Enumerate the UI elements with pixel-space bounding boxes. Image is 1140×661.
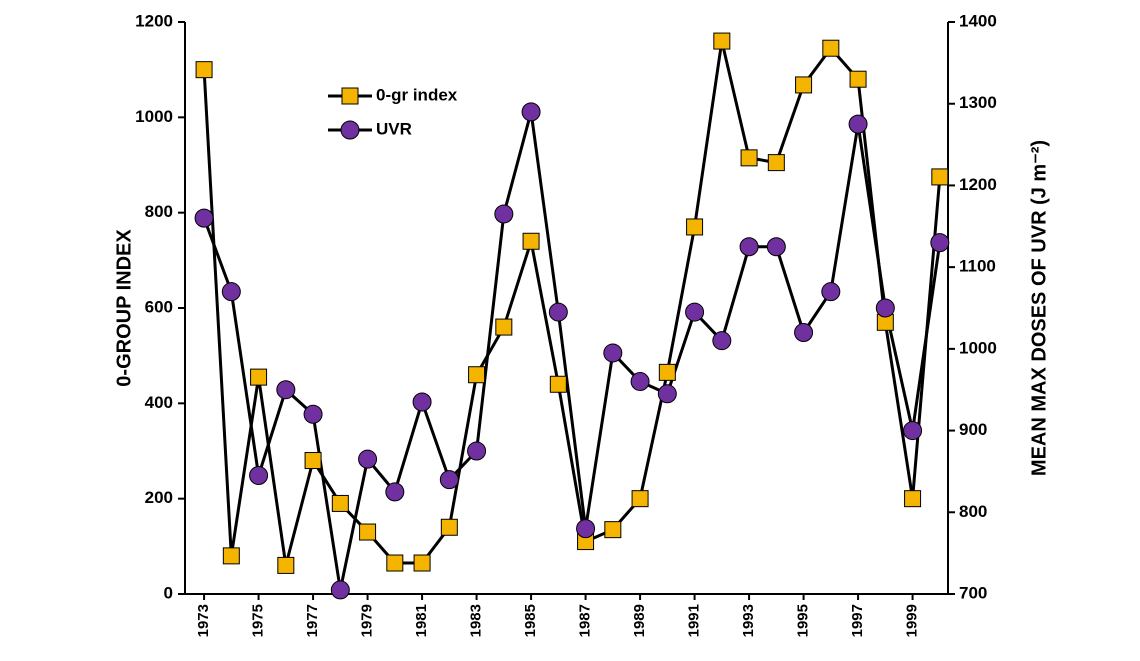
y2-tick-label: 1300 [959,93,997,112]
circle-marker [576,519,596,539]
square-marker [822,39,840,57]
square-marker [713,32,731,50]
square-marker [767,154,785,172]
square-marker [549,375,567,393]
circle-marker [930,233,950,253]
x-tick-label: 1987 [577,604,594,637]
y2-tick-label: 1200 [959,175,997,194]
x-tick-label: 1983 [468,604,485,637]
circle-marker [548,302,568,322]
y-tick-label: 800 [145,202,173,221]
square-marker [604,521,622,539]
circle-marker [340,120,360,140]
series-line [202,111,942,591]
x-tick-label: 1989 [631,604,648,637]
square-marker [440,518,458,536]
square-marker [195,61,213,79]
circle-marker [194,208,214,228]
square-marker [413,554,431,572]
square-marker [222,547,240,565]
circle-marker [221,282,241,302]
circle-marker [303,404,323,424]
y-tick-label: 400 [145,393,173,412]
circle-marker [385,482,405,502]
square-marker [904,490,922,508]
circle-marker [412,392,432,412]
x-tick-label: 1993 [740,604,757,637]
square-marker [495,318,513,336]
square-marker [386,554,404,572]
square-marker [686,218,704,236]
y2-tick-label: 1100 [959,257,996,276]
legend-label: 0-gr index [376,85,458,104]
series-line [202,40,942,566]
x-tick-label: 1975 [250,604,267,637]
square-marker [250,368,268,386]
y2-tick-label: 700 [959,583,987,602]
y2-tick-label: 1400 [959,11,997,30]
circle-marker [603,343,623,363]
square-marker [631,490,649,508]
square-marker [849,70,867,88]
x-tick-label: 1995 [795,604,812,637]
x-tick-label: 1997 [849,604,866,637]
circle-marker [903,421,923,441]
square-marker [468,366,486,384]
y-tick-label: 1200 [135,11,173,30]
y2-tick-label: 1000 [959,338,997,357]
square-marker [359,523,377,541]
square-marker [341,87,359,105]
circle-marker [848,114,868,134]
x-tick-label: 1981 [413,604,430,637]
x-tick-label: 1977 [304,604,321,637]
circle-marker [712,331,732,351]
circle-marker [494,204,514,224]
circle-marker [249,466,269,486]
legend-label: UVR [376,119,412,138]
x-tick-label: 1985 [522,604,539,637]
circle-marker [794,323,814,343]
circle-marker [521,102,541,122]
square-marker [304,452,322,470]
y-tick-label: 0 [164,583,173,602]
y2-axis-title: MEAN MAX DOSES OF UVR (J m⁻²) [1028,140,1050,476]
square-marker [795,76,813,94]
y2-tick-label: 800 [959,502,987,521]
square-marker [522,232,540,250]
circle-marker [685,302,705,322]
x-tick-label: 1999 [904,604,921,637]
square-marker [658,363,676,381]
x-tick-label: 1991 [686,604,703,637]
circle-marker [766,237,786,257]
x-tick-label: 1979 [359,604,376,637]
square-marker [277,556,295,574]
y2-tick-label: 900 [959,420,987,439]
circle-marker [821,282,841,302]
x-tick-label: 1973 [195,604,212,637]
square-marker [931,168,949,186]
circle-marker [630,372,650,392]
y-tick-label: 1000 [135,107,173,126]
square-marker [331,494,349,512]
circle-marker [330,580,350,600]
circle-marker [276,380,296,400]
circle-marker [358,449,378,469]
y-tick-label: 600 [145,297,173,316]
y-axis-title: 0-GROUP INDEX [113,229,135,387]
circle-marker [739,237,759,257]
circle-marker [467,441,487,461]
y-tick-label: 200 [145,488,173,507]
circle-marker [657,384,677,404]
circle-marker [875,298,895,318]
circle-marker [439,470,459,490]
square-marker [740,149,758,167]
